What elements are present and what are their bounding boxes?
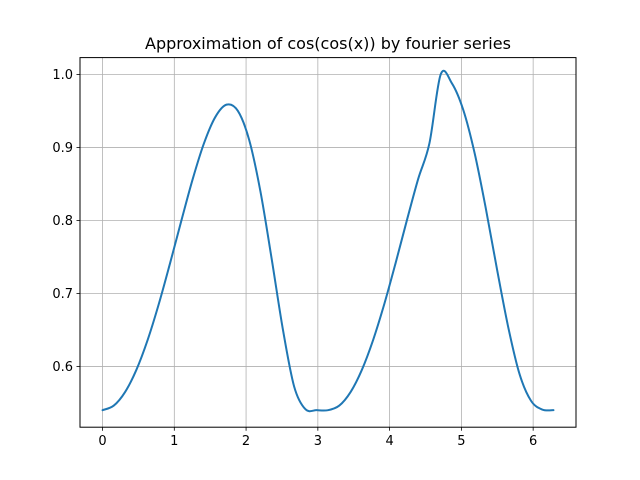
- x-tick-label: 2: [242, 434, 250, 449]
- grid: [80, 57, 576, 428]
- x-tick-label: 3: [314, 434, 322, 449]
- y-tick-label: 0.9: [52, 141, 73, 156]
- x-axis-ticks: 0 1 2 3 4 5 6: [98, 427, 537, 449]
- x-tick-label: 6: [529, 434, 537, 449]
- x-tick-label: 0: [98, 434, 106, 449]
- plot-frame: [79, 57, 577, 428]
- y-axis-ticks: 0.6 0.7 0.8 0.9 1.0: [52, 68, 80, 375]
- x-tick-label: 4: [385, 434, 393, 449]
- y-tick-label: 0.6: [52, 360, 73, 375]
- y-tick-label: 0.8: [52, 214, 73, 229]
- y-tick-label: 0.7: [52, 287, 73, 302]
- x-tick-label: 5: [457, 434, 465, 449]
- x-tick-label: 1: [170, 434, 178, 449]
- series-line: [101, 69, 555, 413]
- y-tick-label: 1.0: [52, 68, 73, 83]
- chart-title: Approximation of cos(cos(x)) by fourier …: [145, 34, 511, 53]
